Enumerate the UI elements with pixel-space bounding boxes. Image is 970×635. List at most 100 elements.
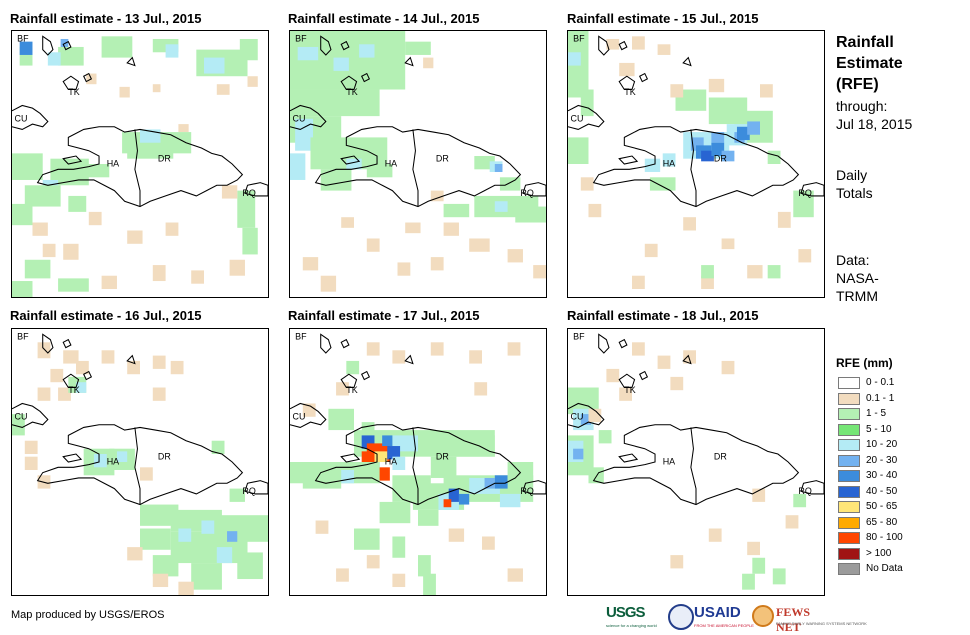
coastline bbox=[412, 129, 419, 207]
coastline bbox=[62, 338, 72, 349]
coastline bbox=[126, 354, 136, 365]
rainfall-cell bbox=[101, 36, 133, 58]
place-label: DR bbox=[158, 451, 171, 461]
rainfall-cell bbox=[418, 509, 439, 526]
rainfall-cell bbox=[793, 190, 814, 218]
rainfall-cell bbox=[736, 126, 750, 141]
coastline bbox=[126, 56, 136, 67]
rainfall-cell bbox=[247, 76, 258, 87]
coastline bbox=[290, 104, 327, 130]
rainfall-cell bbox=[632, 275, 645, 290]
rainfall-cell bbox=[670, 555, 684, 569]
usgs-logo: USGS science for a changing world bbox=[606, 602, 662, 632]
place-label: TK bbox=[68, 385, 79, 395]
coastline bbox=[62, 40, 72, 51]
fews-net-logo: FEWS NET FAMINE EARLY WARNING SYSTEMS NE… bbox=[752, 602, 867, 634]
rainfall-cell bbox=[58, 387, 71, 401]
rainfall-cell bbox=[361, 451, 375, 465]
rainfall-map: BF TK CU HA DR RQ bbox=[12, 331, 268, 595]
rainfall-cell bbox=[152, 573, 169, 588]
legend-swatch bbox=[838, 501, 860, 513]
coastline bbox=[340, 75, 358, 91]
coastline bbox=[82, 370, 93, 381]
place-label: HA bbox=[663, 457, 676, 467]
coastline bbox=[62, 155, 83, 165]
rainfall-cell bbox=[152, 84, 161, 93]
rainfall-cell bbox=[302, 403, 316, 417]
rainfall-cell bbox=[392, 456, 406, 470]
rainfall-cell bbox=[670, 376, 684, 391]
rainfall-cell bbox=[24, 185, 61, 207]
rainfall-cell bbox=[430, 257, 444, 271]
rainfall-cell bbox=[290, 89, 380, 117]
rainfall-cell bbox=[239, 38, 258, 61]
panel-title: Rainfall estimate - 14 Jul., 2015 bbox=[288, 11, 480, 26]
rainfall-cell bbox=[295, 118, 314, 151]
coastline bbox=[320, 333, 332, 354]
place-label: DR bbox=[158, 153, 171, 163]
rainfall-cell bbox=[721, 238, 735, 250]
rainfall-cell bbox=[127, 148, 174, 159]
rainfall-cell bbox=[588, 467, 604, 484]
place-label: CU bbox=[571, 411, 584, 421]
place-label: DR bbox=[714, 451, 727, 461]
rainfall-cell bbox=[405, 222, 421, 234]
coastline bbox=[690, 427, 697, 505]
coastline bbox=[592, 424, 800, 506]
coastline bbox=[682, 56, 692, 67]
rainfall-cell bbox=[747, 121, 760, 135]
rainfall-cell bbox=[392, 573, 406, 588]
product-title: Rainfall Estimate (RFE) bbox=[836, 34, 903, 93]
coastline bbox=[340, 373, 358, 389]
usaid-logo-text: USAID bbox=[694, 604, 741, 621]
rainfall-cell bbox=[793, 493, 807, 508]
rainfall-cell bbox=[379, 501, 411, 524]
rainfall-cell bbox=[752, 557, 766, 574]
rainfall-cell bbox=[336, 568, 349, 582]
coastline bbox=[618, 75, 636, 91]
rainfall-cell bbox=[76, 360, 89, 375]
rainfall-cell bbox=[341, 217, 354, 228]
coastline bbox=[82, 72, 93, 83]
coastline bbox=[618, 453, 639, 463]
fews-net-logo-text: FEWS NET bbox=[776, 605, 811, 634]
rainfall-cell bbox=[484, 477, 495, 489]
rainfall-cell bbox=[482, 536, 495, 550]
legend-title: RFE (mm) bbox=[836, 356, 893, 370]
rainfall-cell bbox=[711, 142, 725, 157]
rainfall-cell bbox=[670, 84, 684, 98]
rainfall-cell bbox=[632, 36, 645, 50]
rainfall-cell bbox=[140, 504, 179, 526]
place-label: HA bbox=[107, 159, 120, 169]
legend-swatch bbox=[838, 423, 860, 436]
rainfall-cell bbox=[588, 408, 602, 423]
rainfall-cell bbox=[290, 153, 306, 180]
usgs-logo-text: USGS bbox=[606, 604, 646, 621]
fews-net-tagline: FAMINE EARLY WARNING SYSTEMS NETWORK bbox=[776, 621, 867, 626]
rainfall-cell bbox=[366, 342, 380, 356]
legend-label: 10 - 20 bbox=[866, 439, 898, 450]
rainfall-cell bbox=[152, 387, 166, 401]
rainfall-cell bbox=[366, 238, 380, 252]
rainfall-cell bbox=[50, 368, 64, 383]
coastline bbox=[42, 333, 54, 354]
place-label: DR bbox=[436, 153, 449, 163]
place-label: TK bbox=[68, 87, 79, 97]
rainfall-cell bbox=[760, 84, 773, 98]
rainfall-cell bbox=[47, 52, 61, 66]
rainfall-cell bbox=[229, 259, 245, 276]
map-panel-14-jul: BF TK CU HA DR RQ bbox=[289, 30, 547, 298]
rainfall-cell bbox=[346, 360, 360, 375]
rainfall-cell bbox=[221, 185, 238, 199]
rainfall-cell bbox=[747, 541, 760, 556]
coastline bbox=[340, 40, 350, 51]
rainfall-cell bbox=[101, 350, 115, 364]
rainfall-cell bbox=[469, 238, 490, 252]
map-credit: Map produced by USGS/EROS bbox=[11, 609, 165, 621]
through-date: through: Jul 18, 2015 bbox=[836, 98, 913, 132]
place-label: RQ bbox=[242, 188, 255, 198]
rainfall-cell bbox=[12, 203, 33, 226]
rainfall-cell bbox=[216, 84, 230, 95]
rainfall-cell bbox=[32, 222, 48, 236]
rainfall-cell bbox=[178, 124, 189, 133]
